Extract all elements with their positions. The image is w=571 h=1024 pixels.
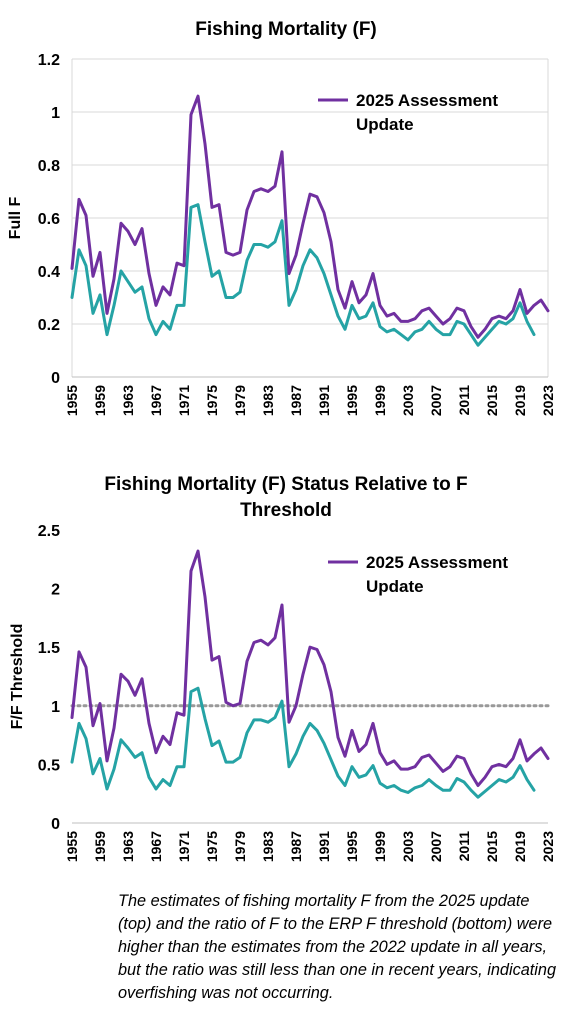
y-tick-label: 1.5 (38, 640, 60, 657)
x-tick-label: 2023 (540, 831, 556, 862)
x-tick-label: 2011 (456, 831, 472, 862)
f-threshold-ratio-plot: Fishing Mortality (F) Status Relative to… (9, 474, 556, 862)
x-tick-label: 1979 (232, 831, 248, 862)
x-tick-label: 1963 (120, 831, 136, 862)
x-tick-label: 1979 (232, 385, 248, 416)
x-tick-label: 2011 (456, 385, 472, 416)
x-tick-label: 2003 (400, 385, 416, 416)
f-threshold-ratio-chart: Fishing Mortality (F) Status Relative to… (0, 460, 571, 885)
x-tick-label: 1955 (64, 385, 80, 416)
y-tick-label: 1.2 (38, 52, 60, 69)
x-tick-label: 1987 (288, 385, 304, 416)
chart-title: Fishing Mortality (F) (195, 19, 377, 40)
figure-caption: The estimates of fishing mortality F fro… (118, 892, 557, 1002)
chart-title: Fishing Mortality (F) Status Relative to… (104, 474, 467, 495)
x-tick-label: 1971 (176, 385, 192, 416)
x-tick-label: 1971 (176, 831, 192, 862)
x-tick-label: 1975 (204, 831, 220, 862)
y-tick-label: 2.5 (38, 523, 60, 540)
x-tick-label: 2003 (400, 831, 416, 862)
x-tick-label: 1987 (288, 831, 304, 862)
x-tick-label: 1995 (344, 385, 360, 416)
y-tick-label: 1 (51, 699, 60, 716)
legend-label: 2025 Assessment Update (356, 91, 498, 134)
y-tick-label: 1 (51, 105, 60, 122)
x-tick-label: 1999 (372, 831, 388, 862)
legend-label: 2025 Assessment Update (366, 553, 508, 596)
x-tick-label: 1959 (92, 385, 108, 416)
x-tick-label: 1959 (92, 831, 108, 862)
fishing-mortality-plot: Fishing Mortality (F) 0 0.2 0.4 0.6 0.8 1 1.2 Fu… (7, 19, 556, 416)
y-tick-label: 0 (51, 816, 60, 833)
series-comparison-line (70, 203, 536, 347)
x-tick-label: 1955 (64, 831, 80, 862)
x-tick-label: 2019 (512, 385, 528, 416)
x-tick-label: 1999 (372, 385, 388, 416)
x-tick-label: 1975 (204, 385, 220, 416)
x-tick-label: 1995 (344, 831, 360, 862)
x-tick-label: 2007 (428, 385, 444, 416)
y-tick-label: 0.2 (38, 317, 60, 334)
x-tick-label: 1983 (260, 385, 276, 416)
x-tick-label: 1967 (148, 385, 164, 416)
x-tick-label: 1991 (316, 385, 332, 416)
series-2025-line (70, 94, 550, 339)
y-tick-label: 0.8 (38, 158, 60, 175)
fishing-mortality-chart: Fishing Mortality (F) 0 0.2 0.4 0.6 0.8 1 1.2 Fu… (0, 0, 571, 440)
series-comparison-line (70, 686, 536, 799)
x-tick-label: 2023 (540, 385, 556, 416)
series-2025-line (70, 549, 550, 787)
y-tick-label: 0.6 (38, 211, 60, 228)
x-tick-label: 2015 (484, 831, 500, 862)
x-tick-label: 1967 (148, 831, 164, 862)
y-axis-label: Full F (7, 196, 24, 239)
y-tick-label: 0.4 (38, 264, 60, 281)
x-tick-label: 2007 (428, 831, 444, 862)
x-tick-label: 2019 (512, 831, 528, 862)
y-tick-label: 0.5 (38, 757, 60, 774)
y-tick-label: 2 (51, 582, 60, 599)
x-tick-label: 1983 (260, 831, 276, 862)
y-axis-label: F/F Threshold (9, 624, 26, 730)
chart-title: Threshold (240, 500, 332, 521)
y-tick-label: 0 (51, 370, 60, 387)
x-tick-label: 1963 (120, 385, 136, 416)
x-tick-label: 1991 (316, 831, 332, 862)
x-tick-label: 2015 (484, 385, 500, 416)
